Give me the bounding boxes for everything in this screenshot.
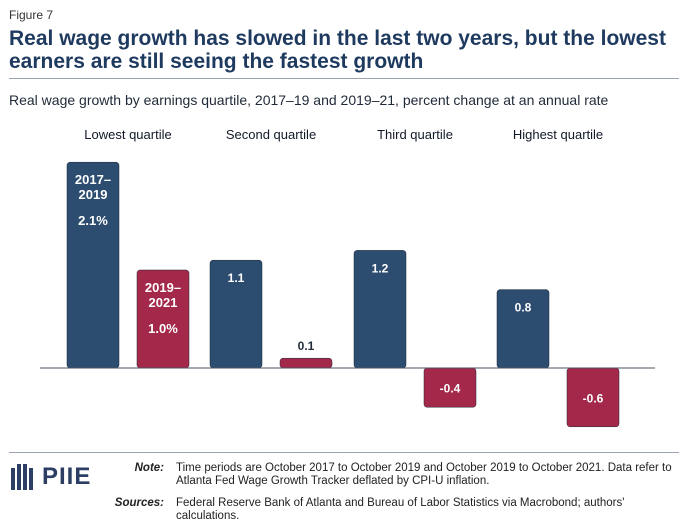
- sources-label: Sources:: [114, 497, 164, 509]
- bar-chart: Lowest quartile Second quartile Third quar…: [40, 127, 655, 428]
- sources-text: Federal Reserve Bank of Atlanta and Bure…: [176, 497, 625, 522]
- data-label: -0.6: [583, 391, 604, 405]
- piie-logo: PIIE: [10, 462, 91, 492]
- category-label: Second quartile: [226, 127, 316, 142]
- note-row: Note: Time periods are October 2017 to O…: [110, 462, 685, 488]
- title-divider: [9, 78, 679, 79]
- series-label-line: 2017–: [75, 172, 111, 187]
- note-label: Note:: [134, 462, 164, 474]
- data-label: 1.2: [372, 261, 389, 275]
- series-label-line: 2019: [79, 187, 108, 202]
- notes-section: Note: Time periods are October 2017 to O…: [110, 462, 685, 532]
- chart-subtitle: Real wage growth by earnings quartile, 2…: [9, 92, 609, 108]
- piie-emblem-icon: [11, 464, 33, 490]
- data-label: 0.8: [515, 301, 532, 315]
- data-label: 2.1%: [78, 213, 108, 228]
- note-text: Time periods are October 2017 to October…: [176, 462, 672, 487]
- data-label: 1.0%: [148, 321, 178, 336]
- chart-title: Real wage growth has slowed in the last …: [9, 27, 666, 73]
- logo-text: PIIE: [42, 463, 92, 490]
- category-label: Lowest quartile: [84, 127, 171, 142]
- category-label: Third quartile: [377, 127, 453, 142]
- series-label-line: 2021: [149, 295, 178, 310]
- series-label-line: 2019–: [145, 280, 181, 295]
- footer-divider: [9, 452, 679, 453]
- sources-row: Sources: Federal Reserve Bank of Atlanta…: [110, 497, 685, 523]
- category-label: Highest quartile: [513, 127, 603, 142]
- figure-label: Figure 7: [9, 8, 54, 22]
- data-label: 0.1: [298, 339, 315, 353]
- data-label: 1.1: [228, 271, 245, 285]
- bar-2019-2021: [279, 357, 333, 369]
- data-label: -0.4: [440, 382, 461, 396]
